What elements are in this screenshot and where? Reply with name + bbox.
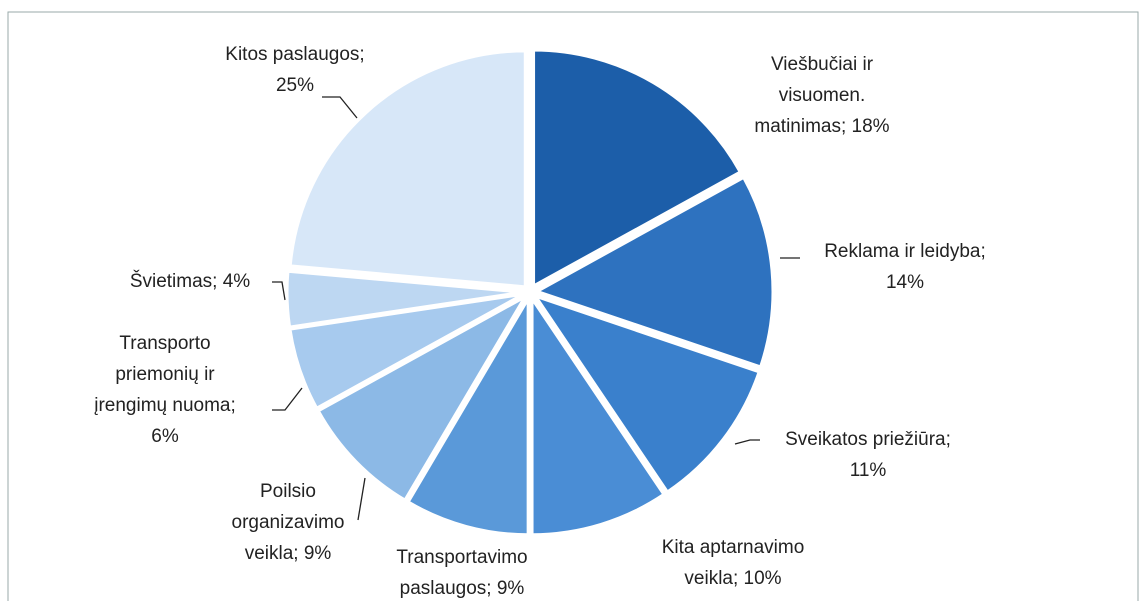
data-label: Viešbučiai ir: [771, 54, 874, 75]
leader-line: [272, 387, 303, 411]
pie-slice: [316, 292, 530, 503]
pie-slice: [531, 293, 762, 495]
pie-slice: [533, 175, 775, 369]
data-label: veikla; 10%: [684, 568, 781, 589]
pie-slice: [288, 292, 525, 411]
leader-line: [322, 96, 358, 119]
data-label: 25%: [276, 75, 314, 96]
data-label: 6%: [151, 426, 179, 447]
data-label: priemonių ir: [115, 364, 215, 385]
data-label: 14%: [886, 272, 924, 293]
data-label: 11%: [850, 460, 887, 481]
data-label: Sveikatos priežiūra;: [785, 429, 951, 450]
data-label: Švietimas; 4%: [130, 270, 250, 292]
data-label: Transportavimo: [396, 547, 527, 568]
pie-slice: [288, 49, 527, 289]
leader-line: [734, 439, 760, 445]
leader-line: [272, 281, 286, 301]
data-label: organizavimo: [232, 512, 345, 533]
data-label: Kitos paslaugos;: [225, 44, 364, 65]
data-label: Poilsio: [260, 481, 316, 502]
data-label: Transporto: [119, 333, 210, 354]
pie-slice: [532, 48, 743, 289]
data-label: įrengimų nuoma;: [94, 395, 236, 416]
data-label: matinimas; 18%: [754, 116, 889, 137]
leader-line: [357, 477, 366, 521]
data-label: Reklama ir leidyba;: [824, 241, 986, 262]
data-label: veikla; 9%: [245, 543, 332, 564]
pie-slice: [530, 293, 666, 537]
data-label: paslaugos; 9%: [400, 578, 525, 599]
data-label: Kita aptarnavimo: [662, 537, 805, 558]
data-label: visuomen.: [779, 85, 866, 106]
pie-slice: [406, 293, 530, 537]
pie-slice: [285, 269, 524, 329]
